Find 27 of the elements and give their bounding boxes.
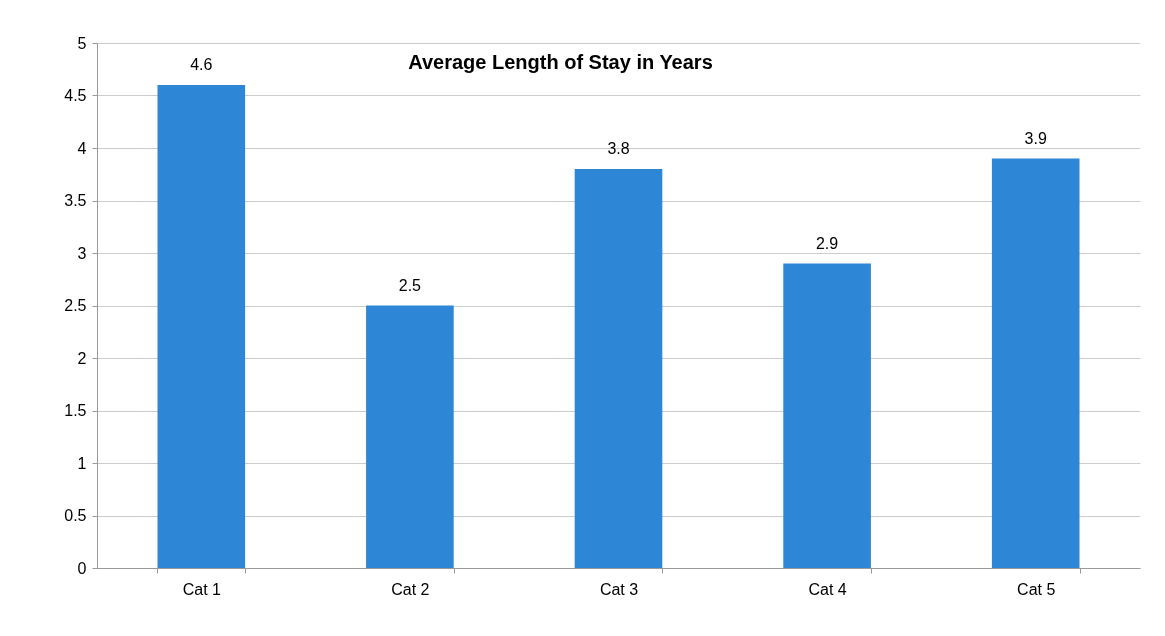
y-tick-label: 3.5 bbox=[64, 192, 87, 209]
y-tick-label: 1.5 bbox=[64, 402, 87, 419]
y-tick-label: 0.5 bbox=[64, 507, 87, 524]
y-tick-label: 4 bbox=[77, 139, 87, 157]
bar bbox=[574, 169, 663, 568]
data-label: 2.9 bbox=[815, 234, 839, 252]
bar bbox=[366, 305, 454, 568]
y-tick-label: 2.5 bbox=[64, 297, 87, 314]
x-tick-label: Cat 2 bbox=[391, 580, 430, 598]
y-tick-label: 0 bbox=[77, 559, 87, 577]
y-tick-label: 1 bbox=[77, 454, 87, 472]
bar bbox=[157, 85, 246, 568]
bar bbox=[991, 158, 1080, 568]
y-tick-label: 3 bbox=[77, 244, 87, 262]
y-tick-label: 5 bbox=[77, 34, 87, 52]
bar bbox=[783, 263, 871, 568]
data-label: 4.6 bbox=[190, 56, 213, 73]
data-label: 2.5 bbox=[398, 276, 422, 294]
x-tick-label: Cat 5 bbox=[1017, 580, 1056, 598]
x-tick-label: Cat 3 bbox=[599, 580, 639, 598]
x-tick-label: Cat 1 bbox=[182, 580, 222, 598]
chart-title: Average Length of Stay in Years bbox=[408, 51, 713, 73]
data-label: 3.9 bbox=[1024, 129, 1047, 147]
y-tick-label: 2 bbox=[77, 349, 87, 367]
y-tick-label: 4.5 bbox=[64, 87, 87, 104]
data-label: 3.8 bbox=[607, 140, 630, 157]
x-tick-label: Cat 4 bbox=[808, 580, 847, 598]
